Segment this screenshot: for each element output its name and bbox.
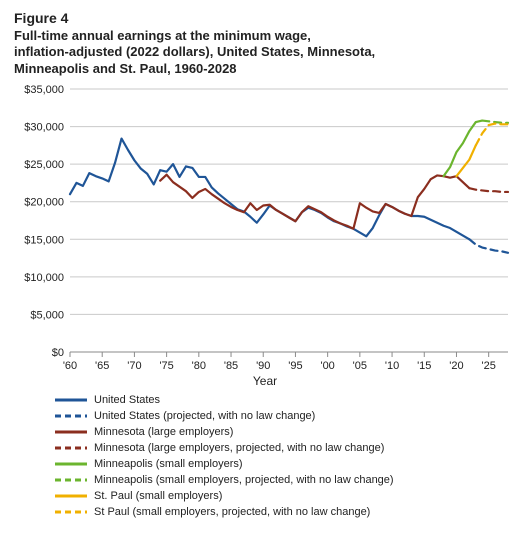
chart-area: $0 $5,000 $10,000 $15,000 $20,000 $25,000 $30,… [14, 83, 516, 378]
svg-text:'25: '25 [482, 360, 496, 372]
legend-item-us-proj: United States (projected, with no law ch… [54, 408, 516, 424]
svg-text:'80: '80 [192, 360, 206, 372]
svg-text:'65: '65 [95, 360, 109, 372]
legend-label: United States (projected, with no law ch… [94, 410, 315, 422]
svg-text:$10,000: $10,000 [24, 272, 64, 284]
legend-item-us: United States [54, 392, 516, 408]
figure-container: { "figure_number": "Figure 4", "title": … [0, 0, 530, 557]
legend-swatch [54, 474, 88, 486]
legend-swatch [54, 410, 88, 422]
legend-label: St Paul (small employers, projected, wit… [94, 506, 370, 518]
legend-item-mpls: Minneapolis (small employers) [54, 456, 516, 472]
series-us-proj [469, 239, 508, 253]
legend-item-stp-proj: St Paul (small employers, projected, wit… [54, 504, 516, 520]
legend-item-mn: Minnesota (large employers) [54, 424, 516, 440]
legend-item-mpls-proj: Minneapolis (small employers, projected,… [54, 472, 516, 488]
svg-text:$35,000: $35,000 [24, 84, 64, 96]
svg-text:$15,000: $15,000 [24, 234, 64, 246]
svg-text:'60: '60 [63, 360, 77, 372]
legend-swatch [54, 506, 88, 518]
svg-text:'20: '20 [449, 360, 463, 372]
legend-swatch [54, 394, 88, 406]
svg-text:$5,000: $5,000 [30, 309, 64, 321]
svg-text:'15: '15 [417, 360, 431, 372]
svg-text:$30,000: $30,000 [24, 121, 64, 133]
series-stp [456, 145, 475, 176]
series-us [70, 138, 469, 239]
legend-item-mn-proj: Minnesota (large employers, projected, w… [54, 440, 516, 456]
legend-swatch [54, 490, 88, 502]
legend-label: Minnesota (large employers, projected, w… [94, 442, 384, 454]
svg-text:'70: '70 [127, 360, 141, 372]
svg-text:$0: $0 [52, 347, 64, 359]
legend-swatch [54, 442, 88, 454]
svg-text:$25,000: $25,000 [24, 159, 64, 171]
svg-text:$20,000: $20,000 [24, 196, 64, 208]
svg-text:'75: '75 [159, 360, 173, 372]
svg-text:'10: '10 [385, 360, 399, 372]
line-chart: $0 $5,000 $10,000 $15,000 $20,000 $25,000 $30,… [14, 83, 516, 378]
legend-label: Minnesota (large employers) [94, 426, 233, 438]
legend-item-stp: St. Paul (small employers) [54, 488, 516, 504]
svg-text:'90: '90 [256, 360, 270, 372]
figure-number: Figure 4 [14, 10, 516, 26]
legend-swatch [54, 458, 88, 470]
legend-label: St. Paul (small employers) [94, 490, 222, 502]
legend: United States United States (projected, w… [54, 392, 516, 520]
svg-text:'00: '00 [320, 360, 334, 372]
svg-text:'95: '95 [288, 360, 302, 372]
svg-text:'85: '85 [224, 360, 238, 372]
legend-label: United States [94, 394, 160, 406]
legend-label: Minneapolis (small employers, projected,… [94, 474, 394, 486]
figure-title: Full-time annual earnings at the minimum… [14, 28, 516, 77]
series-mn-proj [469, 188, 508, 192]
svg-text:'05: '05 [353, 360, 367, 372]
legend-swatch [54, 426, 88, 438]
legend-label: Minneapolis (small employers) [94, 458, 243, 470]
